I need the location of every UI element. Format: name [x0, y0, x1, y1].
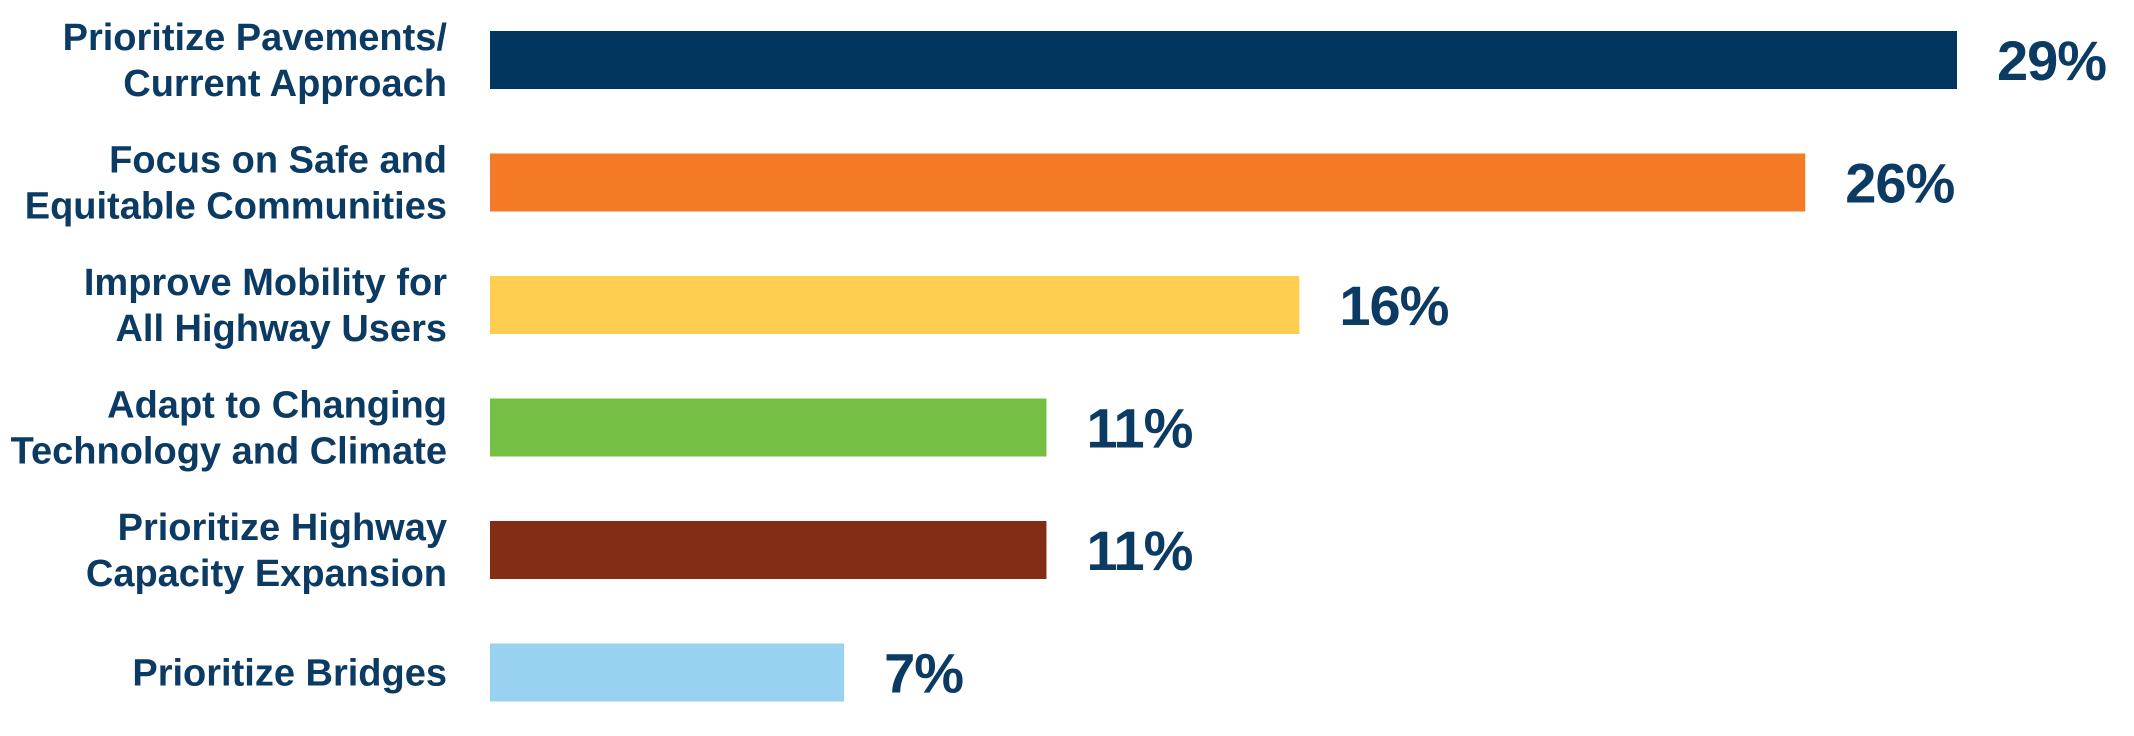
category-label-1: Prioritize Pavements/Current Approach — [63, 17, 448, 105]
bar-2 — [490, 153, 1806, 212]
category-label-line: Current Approach — [123, 63, 447, 105]
category-label-line: Focus on Safe and — [109, 140, 447, 182]
bar-5 — [490, 521, 1047, 579]
category-label-line: Prioritize Bridges — [132, 653, 447, 695]
bar-4 — [490, 398, 1047, 457]
value-label-6: 7% — [884, 642, 963, 705]
category-label-line: Prioritize Highway — [118, 507, 447, 549]
value-label-1: 29% — [1997, 29, 2106, 92]
category-label-5: Prioritize Highway Capacity Expansion — [86, 507, 447, 595]
bar-1 — [490, 31, 1957, 89]
category-label-2: Focus on Safe and Equitable Communities — [25, 140, 447, 228]
category-label-line: Capacity Expansion — [86, 553, 447, 595]
category-label-3: Improve Mobility for All Highway Users — [84, 262, 447, 350]
bar-6 — [490, 643, 845, 702]
bar-3 — [490, 276, 1300, 334]
category-label-line: Equitable Communities — [25, 186, 447, 228]
value-label-2: 26% — [1845, 152, 1954, 215]
category-label-line: All Highway Users — [115, 308, 447, 350]
category-label-6: Prioritize Bridges — [132, 653, 447, 695]
category-label-line: Improve Mobility for — [84, 262, 447, 304]
value-label-3: 16% — [1339, 274, 1448, 337]
category-label-line: Prioritize Pavements/ — [63, 17, 448, 59]
category-label-line: Technology and Climate — [11, 431, 447, 473]
value-label-5: 11% — [1086, 519, 1192, 582]
category-label-line: Adapt to Changing — [107, 385, 447, 427]
category-label-4: Adapt to Changing Technology and Climate — [11, 385, 447, 473]
value-label-4: 11% — [1086, 397, 1192, 460]
